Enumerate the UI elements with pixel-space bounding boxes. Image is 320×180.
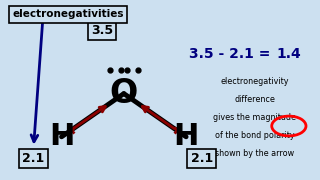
Text: H: H: [49, 122, 74, 151]
Text: shown by the arrow: shown by the arrow: [215, 148, 294, 158]
Text: 2.1: 2.1: [22, 152, 45, 165]
Text: of the bond polarity: of the bond polarity: [215, 130, 294, 140]
Text: electronegativity: electronegativity: [220, 76, 289, 86]
Text: electronegativities: electronegativities: [12, 9, 124, 19]
Text: difference: difference: [234, 94, 275, 103]
Text: 3.5 - 2.1 =: 3.5 - 2.1 =: [189, 47, 276, 61]
Text: O: O: [110, 77, 138, 110]
Text: 1.4: 1.4: [276, 47, 301, 61]
Text: H: H: [173, 122, 199, 151]
Text: gives the magnitude: gives the magnitude: [213, 112, 296, 122]
Text: 2.1: 2.1: [190, 152, 213, 165]
Text: 3.5: 3.5: [91, 24, 113, 37]
